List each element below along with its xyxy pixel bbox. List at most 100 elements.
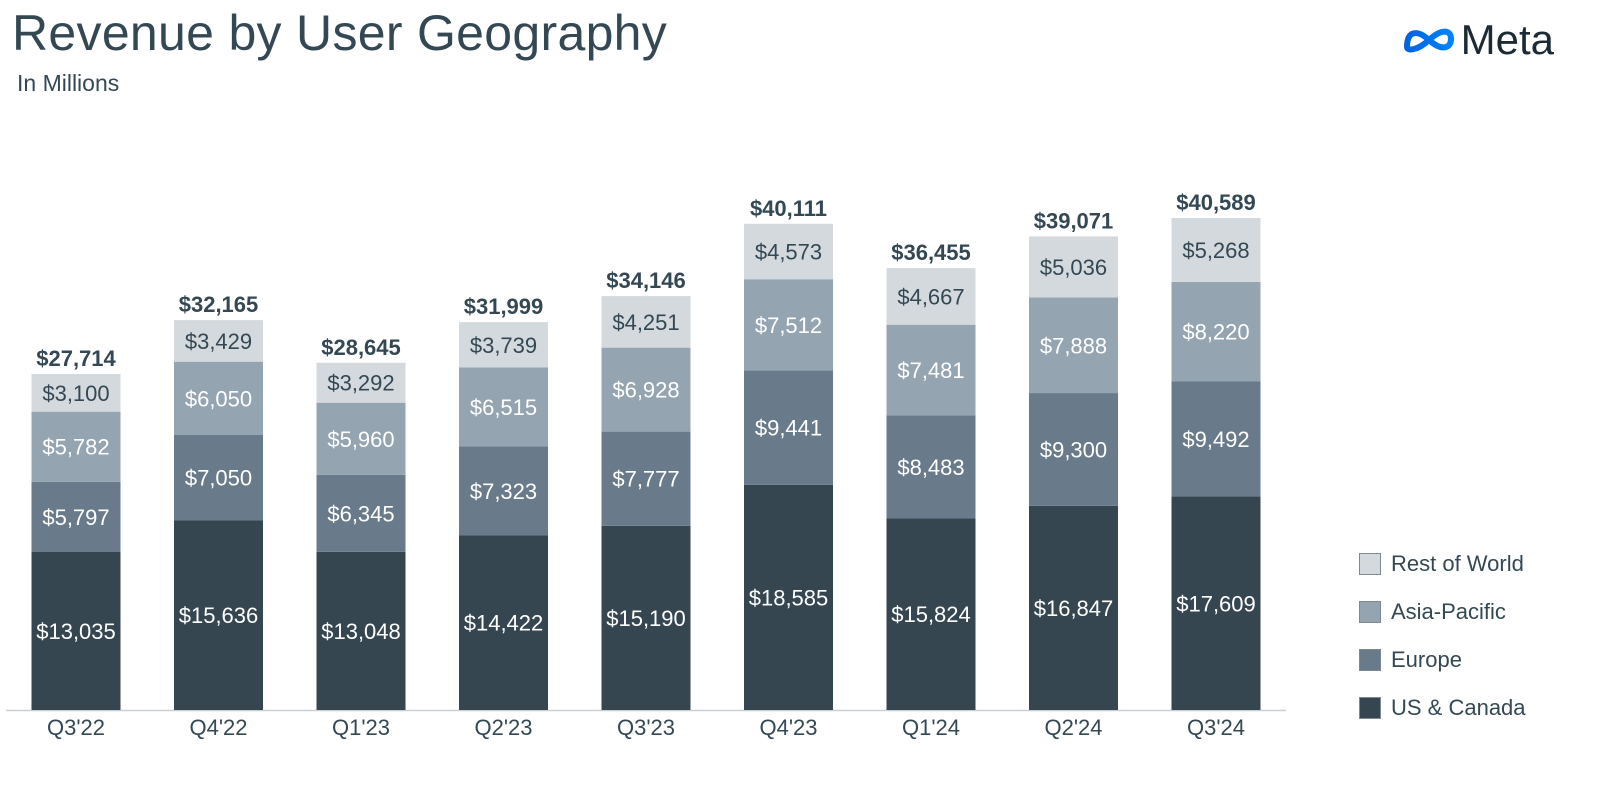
data-label: $15,190	[606, 606, 686, 631]
bar-segment	[886, 415, 976, 519]
legend-label: US & Canada	[1391, 695, 1526, 720]
x-tick-label: Q4'23	[759, 715, 817, 740]
bar-segment	[459, 535, 548, 710]
bar-segment	[31, 374, 121, 412]
legend-label: Asia-Pacific	[1391, 599, 1506, 624]
data-label: $3,100	[42, 381, 109, 406]
x-tick-label: Q3'23	[617, 715, 675, 740]
total-label: $27,714	[36, 346, 116, 371]
bar-segment	[601, 347, 691, 432]
data-label: $6,345	[327, 501, 394, 526]
bar-segment	[601, 431, 691, 526]
data-label: $7,888	[1040, 333, 1107, 358]
bar-segment	[1029, 393, 1118, 506]
x-tick-label: Q1'23	[332, 715, 390, 740]
legend-swatch	[1359, 649, 1381, 671]
bar-segment	[886, 518, 976, 710]
bar-segment	[1171, 281, 1261, 382]
bar-segment	[316, 474, 406, 552]
legend-label: Europe	[1391, 647, 1462, 672]
x-tick-label: Q1'24	[902, 715, 960, 740]
data-label: $6,050	[185, 386, 252, 411]
legend-item-rest-of-world: Rest of World	[1359, 540, 1526, 588]
total-label: $39,071	[1034, 208, 1114, 233]
data-label: $4,251	[612, 310, 679, 335]
data-label: $6,515	[470, 395, 537, 420]
bar-segment	[1029, 297, 1118, 394]
legend-swatch	[1359, 697, 1381, 719]
bar-segment	[31, 411, 121, 482]
bar-segment	[316, 362, 406, 403]
data-label: $8,220	[1182, 320, 1249, 345]
data-label: $6,928	[612, 378, 679, 403]
bar-segment	[601, 525, 691, 710]
bar-segment	[31, 551, 121, 710]
x-tick-label: Q3'24	[1187, 715, 1245, 740]
data-label: $7,323	[470, 479, 537, 504]
data-label: $14,422	[464, 611, 544, 636]
bar-segment	[1171, 381, 1261, 497]
data-label: $13,048	[321, 619, 401, 644]
legend-item-us-canada: US & Canada	[1359, 684, 1526, 732]
total-label: $28,645	[321, 335, 401, 360]
bar-segment	[316, 402, 406, 475]
data-label: $16,847	[1034, 596, 1114, 621]
data-label: $5,960	[327, 427, 394, 452]
x-tick-label: Q3'22	[47, 715, 105, 740]
chart-subtitle: In Millions	[17, 70, 120, 96]
data-label: $3,429	[185, 329, 252, 354]
legend-label: Rest of World	[1391, 551, 1524, 576]
data-label: $4,573	[755, 240, 822, 265]
bar-segment	[459, 322, 548, 368]
bar-segment	[1029, 236, 1118, 298]
chart-title: Revenue by User Geography	[12, 5, 668, 61]
chart-legend: Rest of World Asia-Pacific Europe US & C…	[1359, 540, 1526, 732]
bar-segment	[459, 446, 548, 536]
legend-swatch	[1359, 601, 1381, 623]
bar-segment	[886, 268, 976, 325]
legend-item-asia-pacific: Asia-Pacific	[1359, 588, 1526, 636]
data-label: $15,636	[179, 603, 259, 628]
bar-segment	[31, 481, 121, 552]
total-label: $31,999	[464, 294, 544, 319]
data-label: $3,739	[470, 333, 537, 358]
data-label: $7,777	[612, 467, 679, 492]
bar-segment	[744, 223, 833, 280]
data-label: $17,609	[1176, 591, 1256, 616]
bar-segment	[1171, 218, 1261, 282]
data-label: $8,483	[897, 455, 964, 480]
bar-segment	[1029, 505, 1118, 710]
legend-item-europe: Europe	[1359, 636, 1526, 684]
data-label: $9,441	[755, 416, 822, 441]
total-label: $40,589	[1176, 190, 1256, 215]
data-label: $7,050	[185, 466, 252, 491]
data-label: $9,300	[1040, 437, 1107, 462]
bar-segment	[174, 320, 263, 362]
total-label: $40,111	[750, 196, 827, 221]
data-label: $7,481	[897, 358, 964, 383]
data-label: $9,492	[1182, 427, 1249, 452]
meta-infinity-icon	[1403, 28, 1454, 53]
data-label: $13,035	[36, 619, 116, 644]
x-tick-label: Q4'22	[189, 715, 247, 740]
x-tick-label: Q2'23	[474, 715, 532, 740]
bar-segment	[174, 435, 263, 521]
data-label: $5,268	[1182, 238, 1249, 263]
data-label: $18,585	[749, 585, 829, 610]
bar-segment	[459, 367, 548, 447]
data-label: $5,782	[42, 435, 109, 460]
bar-segment	[886, 324, 976, 416]
bar-segment	[744, 370, 833, 485]
bar-segment	[744, 279, 833, 371]
bar-segment	[601, 296, 691, 348]
meta-logo: Meta	[1403, 16, 1554, 64]
data-label: $15,824	[891, 602, 971, 627]
bar-segment	[744, 484, 833, 710]
data-label: $5,036	[1040, 255, 1107, 280]
bar-segment	[316, 551, 406, 710]
total-label: $32,165	[179, 292, 259, 317]
logo-text: Meta	[1460, 16, 1554, 63]
bar-segment	[174, 361, 263, 436]
data-label: $7,512	[755, 313, 822, 338]
